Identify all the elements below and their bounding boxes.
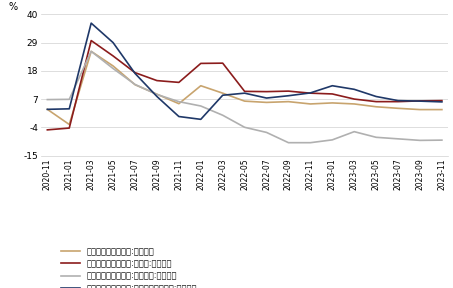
固定资产投资完成额:基础设施建设投资:累计同比 <box>373 95 379 98</box>
固定资产投资完成额:累计同比 <box>395 107 401 110</box>
固定资产投资完成额:累计同比 <box>88 50 94 53</box>
固定资产投资完成额:房地产业:累计同比 <box>176 100 182 103</box>
固定资产投资完成额:基础设施建设投资:累计同比 <box>439 100 444 104</box>
固定资产投资完成额:制造业:累计同比 <box>132 71 138 74</box>
固定资产投资完成额:基础设施建设投资:累计同比 <box>67 107 72 111</box>
固定资产投资完成额:基础设施建设投资:累计同比 <box>417 99 423 103</box>
固定资产投资完成额:累计同比 <box>308 102 313 106</box>
固定资产投资完成额:房地产业:累计同比 <box>242 126 247 129</box>
固定资产投资完成额:制造业:累计同比 <box>286 89 291 93</box>
固定资产投资完成额:累计同比 <box>154 92 159 96</box>
固定资产投资完成额:房地产业:累计同比 <box>395 137 401 141</box>
固定资产投资完成额:基础设施建设投资:累计同比 <box>242 92 247 95</box>
固定资产投资完成额:累计同比 <box>67 123 72 126</box>
固定资产投资完成额:制造业:累计同比 <box>264 90 269 93</box>
固定资产投资完成额:累计同比 <box>352 102 357 106</box>
固定资产投资完成额:累计同比 <box>439 108 444 111</box>
固定资产投资完成额:房地产业:累计同比 <box>111 67 116 70</box>
固定资产投资完成额:累计同比 <box>45 108 50 111</box>
固定资产投资完成额:房地产业:累计同比 <box>45 98 50 101</box>
固定资产投资完成额:累计同比 <box>242 99 247 103</box>
固定资产投资完成额:基础设施建设投资:累计同比 <box>352 88 357 91</box>
Line: 固定资产投资完成额:房地产业:累计同比: 固定资产投资完成额:房地产业:累计同比 <box>48 51 442 143</box>
固定资产投资完成额:基础设施建设投资:累计同比 <box>198 118 203 121</box>
固定资产投资完成额:制造业:累计同比 <box>88 39 94 42</box>
固定资产投资完成额:基础设施建设投资:累计同比 <box>220 94 226 97</box>
固定资产投资完成额:制造业:累计同比 <box>395 100 401 103</box>
固定资产投资完成额:制造业:累计同比 <box>111 54 116 58</box>
固定资产投资完成额:房地产业:累计同比 <box>220 113 226 117</box>
固定资产投资完成额:制造业:累计同比 <box>439 99 444 102</box>
固定资产投资完成额:基础设施建设投资:累计同比 <box>45 108 50 111</box>
Line: 固定资产投资完成额:累计同比: 固定资产投资完成额:累计同比 <box>48 51 442 124</box>
固定资产投资完成额:制造业:累计同比 <box>373 100 379 103</box>
固定资产投资完成额:制造业:累计同比 <box>220 61 226 65</box>
固定资产投资完成额:累计同比 <box>198 84 203 88</box>
固定资产投资完成额:基础设施建设投资:累计同比 <box>264 96 269 100</box>
固定资产投资完成额:基础设施建设投资:累计同比 <box>154 95 159 98</box>
固定资产投资完成额:累计同比 <box>111 64 116 68</box>
固定资产投资完成额:累计同比 <box>330 101 335 105</box>
固定资产投资完成额:基础设施建设投资:累计同比 <box>132 72 138 75</box>
固定资产投资完成额:制造业:累计同比 <box>176 81 182 84</box>
固定资产投资完成额:累计同比 <box>417 108 423 111</box>
Line: 固定资产投资完成额:制造业:累计同比: 固定资产投资完成额:制造业:累计同比 <box>48 41 442 130</box>
固定资产投资完成额:累计同比 <box>220 92 226 95</box>
Legend: 固定资产投资完成额:累计同比, 固定资产投资完成额:制造业:累计同比, 固定资产投资完成额:房地产业:累计同比, 固定资产投资完成额:基础设施建设投资:累计同比: 固定资产投资完成额:累计同比, 固定资产投资完成额:制造业:累计同比, 固定资产… <box>61 247 197 288</box>
固定资产投资完成额:房地产业:累计同比 <box>154 93 159 96</box>
固定资产投资完成额:累计同比 <box>286 100 291 103</box>
固定资产投资完成额:制造业:累计同比 <box>198 62 203 65</box>
固定资产投资完成额:累计同比 <box>132 83 138 86</box>
固定资产投资完成额:基础设施建设投资:累计同比 <box>330 84 335 88</box>
Text: %: % <box>8 1 17 12</box>
固定资产投资完成额:制造业:累计同比 <box>352 97 357 101</box>
固定资产投资完成额:制造业:累计同比 <box>154 79 159 82</box>
固定资产投资完成额:制造业:累计同比 <box>242 90 247 93</box>
固定资产投资完成额:制造业:累计同比 <box>45 128 50 132</box>
固定资产投资完成额:基础设施建设投资:累计同比 <box>176 115 182 118</box>
固定资产投资完成额:房地产业:累计同比 <box>198 104 203 108</box>
固定资产投资完成额:房地产业:累计同比 <box>352 130 357 133</box>
固定资产投资完成额:房地产业:累计同比 <box>132 83 138 86</box>
固定资产投资完成额:制造业:累计同比 <box>308 92 313 95</box>
固定资产投资完成额:房地产业:累计同比 <box>67 98 72 101</box>
固定资产投资完成额:基础设施建设投资:累计同比 <box>111 41 116 44</box>
固定资产投资完成额:基础设施建设投资:累计同比 <box>88 21 94 25</box>
固定资产投资完成额:基础设施建设投资:累计同比 <box>286 94 291 97</box>
固定资产投资完成额:房地产业:累计同比 <box>373 136 379 139</box>
固定资产投资完成额:房地产业:累计同比 <box>439 139 444 142</box>
固定资产投资完成额:累计同比 <box>264 101 269 104</box>
固定资产投资完成额:房地产业:累计同比 <box>330 138 335 142</box>
固定资产投资完成额:房地产业:累计同比 <box>264 131 269 134</box>
固定资产投资完成额:累计同比 <box>176 102 182 105</box>
固定资产投资完成额:累计同比 <box>373 105 379 109</box>
固定资产投资完成额:制造业:累计同比 <box>67 126 72 130</box>
固定资产投资完成额:制造业:累计同比 <box>330 92 335 96</box>
固定资产投资完成额:房地产业:累计同比 <box>308 141 313 144</box>
固定资产投资完成额:基础设施建设投资:累计同比 <box>395 99 401 102</box>
固定资产投资完成额:房地产业:累计同比 <box>417 139 423 142</box>
固定资产投资完成额:房地产业:累计同比 <box>88 50 94 53</box>
固定资产投资完成额:基础设施建设投资:累计同比 <box>308 91 313 95</box>
固定资产投资完成额:制造业:累计同比 <box>417 99 423 103</box>
Line: 固定资产投资完成额:基础设施建设投资:累计同比: 固定资产投资完成额:基础设施建设投资:累计同比 <box>48 23 442 119</box>
固定资产投资完成额:房地产业:累计同比 <box>286 141 291 144</box>
